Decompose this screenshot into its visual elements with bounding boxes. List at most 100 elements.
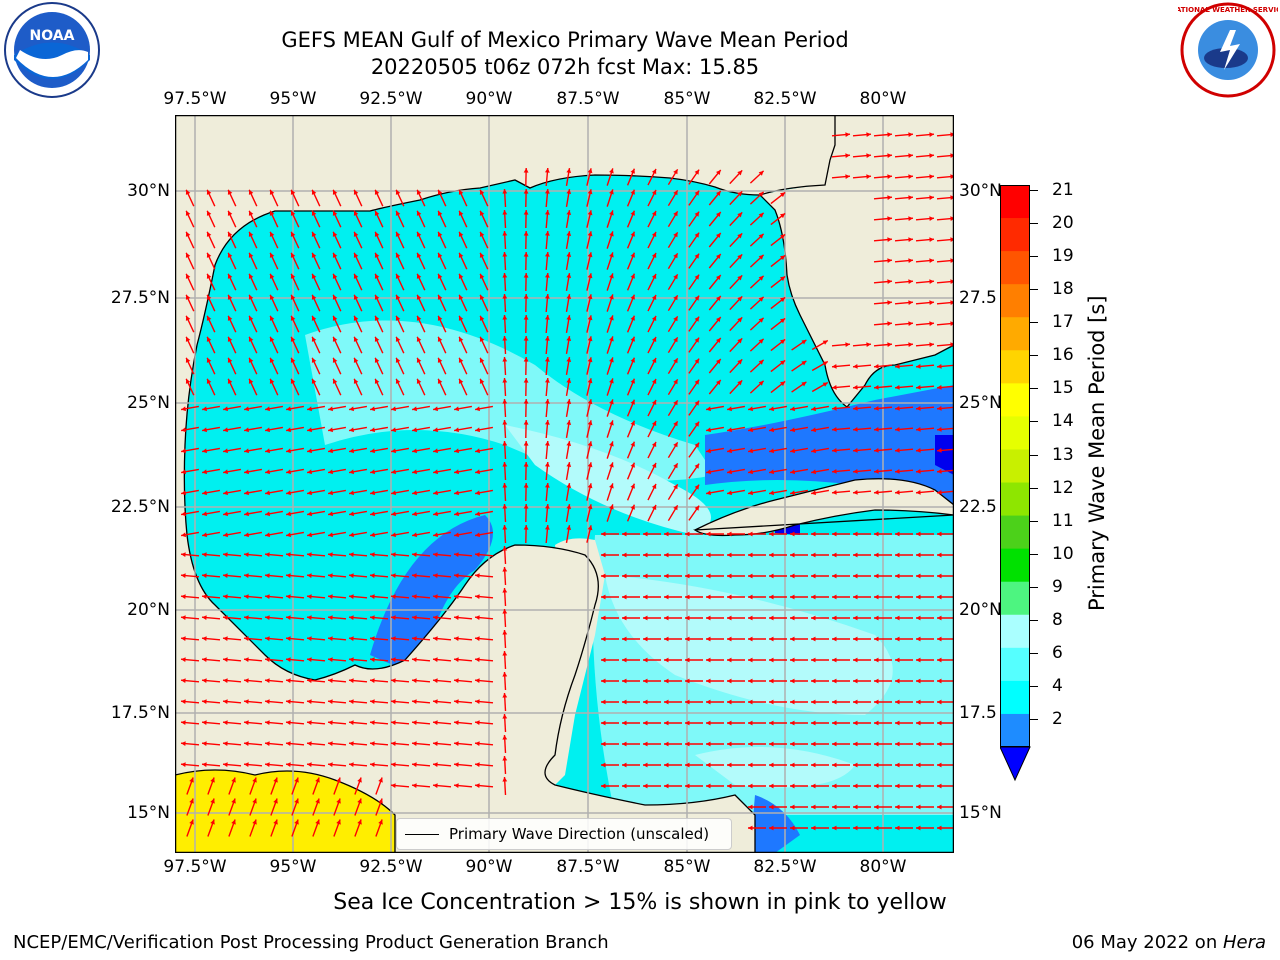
wave-arrow xyxy=(453,552,473,557)
colorbar-segment xyxy=(1000,548,1030,583)
wave-arrow xyxy=(811,657,829,663)
wave-arrow xyxy=(688,358,700,374)
wave-arrow xyxy=(306,405,326,412)
wave-arrow xyxy=(729,211,743,227)
lon-tick-top: 97.5°W xyxy=(163,89,227,109)
wave-arrow xyxy=(748,804,766,810)
wave-arrow xyxy=(727,573,745,579)
wave-arrow xyxy=(432,783,452,788)
wave-arrow xyxy=(390,741,410,746)
colorbar-tick-mark xyxy=(1030,520,1038,522)
wave-arrow xyxy=(201,405,221,412)
wave-arrow xyxy=(626,315,636,333)
wave-arrow xyxy=(453,741,473,746)
wave-arrow xyxy=(502,629,508,649)
wave-arrow xyxy=(306,468,326,475)
wave-arrow xyxy=(332,294,342,312)
wave-arrow xyxy=(873,132,893,137)
wave-arrow xyxy=(354,798,362,816)
wave-arrow xyxy=(726,405,746,412)
wave-arrow xyxy=(243,636,263,641)
wave-arrow xyxy=(916,804,934,810)
wave-arrow xyxy=(185,357,195,375)
wave-arrow xyxy=(769,657,787,663)
wave-arrow xyxy=(348,573,368,578)
wave-arrow xyxy=(832,573,850,579)
wave-arrow xyxy=(285,699,305,704)
wave-arrow xyxy=(936,385,954,390)
wave-arrow xyxy=(790,825,808,831)
wave-arrow xyxy=(453,426,473,433)
wave-arrow xyxy=(312,819,320,837)
wave-arrow xyxy=(264,405,284,412)
wave-arrow xyxy=(748,741,766,747)
wave-arrow xyxy=(290,252,300,270)
footer-machine-name: Hera xyxy=(1222,932,1266,953)
wave-arrow xyxy=(770,317,786,331)
wave-arrow xyxy=(643,657,661,663)
wave-arrow xyxy=(667,294,679,312)
wave-arrow xyxy=(306,447,326,454)
wave-arrow xyxy=(622,741,640,747)
wave-arrow xyxy=(727,552,745,558)
wave-arrow xyxy=(626,378,636,396)
wave-arrow xyxy=(390,615,410,620)
wave-arrow xyxy=(479,273,489,291)
wave-arrow xyxy=(458,294,468,312)
wave-arrow xyxy=(180,447,200,454)
wave-arrow xyxy=(269,189,279,207)
wave-arrow xyxy=(185,315,195,333)
wave-arrow xyxy=(201,447,221,454)
wave-arrow xyxy=(768,489,788,496)
wave-arrow xyxy=(916,594,934,600)
wave-arrow xyxy=(502,314,508,334)
wave-arrow xyxy=(726,489,746,496)
wave-arrow xyxy=(874,804,892,810)
wave-arrow xyxy=(243,489,263,496)
wave-arrow xyxy=(369,720,389,725)
wave-arrow xyxy=(327,468,347,475)
wave-arrow xyxy=(348,636,368,641)
wave-arrow xyxy=(285,678,305,683)
wave-arrow xyxy=(369,468,389,475)
wave-arrow xyxy=(748,678,766,684)
wave-arrow xyxy=(664,615,682,621)
wave-arrow xyxy=(916,762,934,768)
wave-arrow xyxy=(874,573,892,579)
wave-arrow xyxy=(369,426,389,433)
colorbar-tick-label: 20 xyxy=(1052,213,1074,234)
wave-arrow xyxy=(586,462,593,480)
wave-arrow xyxy=(770,212,786,226)
wave-arrow xyxy=(729,379,743,395)
wave-arrow xyxy=(545,272,550,292)
wave-arrow xyxy=(206,252,216,270)
wave-arrow xyxy=(180,510,200,517)
wave-arrow xyxy=(895,783,913,789)
wave-arrow xyxy=(416,210,426,228)
wave-arrow xyxy=(327,741,347,746)
wave-arrow xyxy=(432,678,452,683)
wave-arrow xyxy=(327,552,347,557)
wave-arrow xyxy=(831,153,851,158)
colorbar-tick-mark xyxy=(1030,190,1038,191)
wave-arrow xyxy=(748,720,766,726)
wave-arrow xyxy=(306,699,326,704)
wave-arrow xyxy=(207,777,215,795)
wave-arrow xyxy=(243,510,263,517)
wave-arrow xyxy=(853,615,871,621)
wave-arrow xyxy=(667,273,679,291)
wave-arrow xyxy=(853,552,871,558)
wave-arrow xyxy=(852,469,872,474)
wave-arrow xyxy=(586,399,593,417)
wave-arrow xyxy=(479,252,489,270)
wave-arrow xyxy=(916,552,934,558)
wave-arrow xyxy=(395,357,405,375)
wave-arrow xyxy=(432,657,452,662)
wave-arrow xyxy=(185,189,195,207)
wave-arrow xyxy=(243,447,263,454)
wave-arrow xyxy=(832,531,850,537)
colorbar-tick-mark xyxy=(1030,619,1038,621)
wave-arrow xyxy=(437,231,447,249)
wave-arrow xyxy=(270,819,278,837)
wave-arrow xyxy=(201,720,221,725)
